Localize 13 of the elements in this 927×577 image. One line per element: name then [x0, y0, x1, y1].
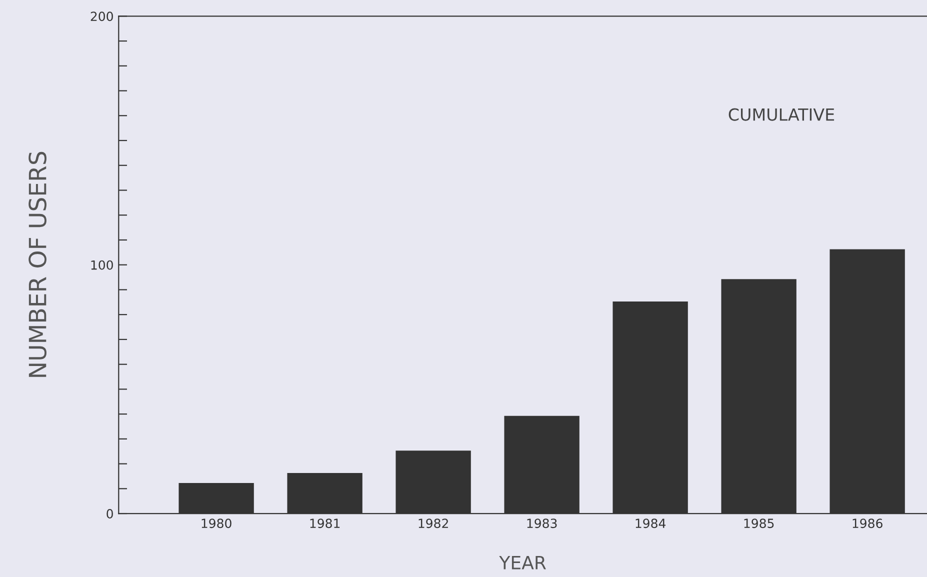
x-axis-title: YEAR	[499, 556, 546, 570]
x-tick-label: 1986	[852, 518, 882, 528]
y-tick-label: 100	[91, 260, 113, 270]
x-tick-label: 1980	[202, 518, 232, 528]
x-tick-label: 1982	[418, 518, 448, 528]
x-tick-label: 1981	[310, 518, 340, 528]
y-tick-label: 200	[90, 12, 113, 22]
x-tick-label: 1985	[744, 518, 774, 528]
y-axis-title: NUMBER OF USERS	[28, 152, 46, 377]
annotation: CUMULATIVE	[728, 108, 834, 121]
x-tick-label: 1983	[527, 518, 557, 528]
x-tick-label: 1984	[636, 518, 666, 528]
y-tick-label: 0	[106, 509, 113, 518]
